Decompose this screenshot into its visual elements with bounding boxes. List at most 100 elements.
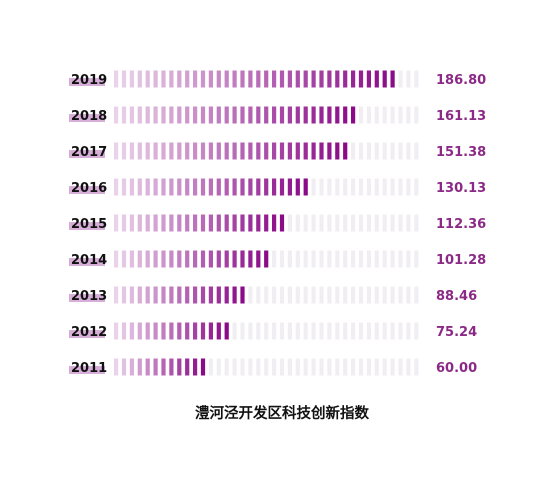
bar-segment bbox=[279, 106, 285, 124]
track-segment bbox=[287, 286, 292, 304]
track-segment bbox=[414, 178, 419, 196]
bar-segment bbox=[232, 178, 237, 196]
bar-segment bbox=[153, 142, 158, 160]
track-segment bbox=[256, 286, 261, 304]
bar-segment bbox=[216, 250, 221, 268]
track-segment bbox=[279, 250, 285, 268]
bar-segment bbox=[248, 142, 253, 160]
bar-segment bbox=[185, 322, 190, 340]
bar-segment bbox=[177, 70, 182, 88]
bar-segment bbox=[185, 214, 190, 232]
bar-segment bbox=[129, 106, 134, 124]
bar-segment bbox=[137, 70, 142, 88]
bar-segment bbox=[114, 322, 119, 340]
track-segment bbox=[390, 250, 395, 268]
bar-segment bbox=[114, 106, 119, 124]
track-segment bbox=[366, 214, 371, 232]
bar-segment bbox=[303, 178, 308, 196]
track-segment bbox=[264, 358, 269, 376]
bar-segment bbox=[224, 214, 229, 232]
bar-segment bbox=[256, 70, 261, 88]
track-segment bbox=[374, 178, 379, 196]
bar-segment bbox=[177, 142, 182, 160]
track-segment bbox=[390, 106, 395, 124]
track-segment bbox=[287, 214, 292, 232]
bar-segment bbox=[216, 142, 221, 160]
track-segment bbox=[390, 322, 395, 340]
bar-segment bbox=[343, 106, 348, 124]
track-segment bbox=[414, 358, 419, 376]
bar-segment bbox=[240, 70, 245, 88]
value-label: 112.36 bbox=[436, 217, 486, 232]
track-segment bbox=[208, 358, 213, 376]
track-segment bbox=[414, 142, 419, 160]
bar-segment bbox=[264, 214, 269, 232]
bar-segment bbox=[272, 142, 277, 160]
bar-segment bbox=[129, 322, 134, 340]
bar-segment bbox=[169, 250, 174, 268]
bar-segment bbox=[240, 178, 245, 196]
bar-segment bbox=[200, 322, 206, 340]
track-segment bbox=[406, 178, 411, 196]
track-segment bbox=[390, 286, 395, 304]
track-segment bbox=[327, 250, 332, 268]
track-segment bbox=[406, 286, 411, 304]
track-segment bbox=[382, 214, 387, 232]
track-segment bbox=[414, 322, 419, 340]
track-segment bbox=[406, 214, 411, 232]
bar-segment bbox=[240, 214, 245, 232]
track-segment bbox=[390, 214, 395, 232]
bar-segment bbox=[177, 106, 182, 124]
bar-segment bbox=[185, 106, 190, 124]
bar-segment bbox=[264, 142, 269, 160]
bar-segment bbox=[169, 358, 174, 376]
bar-segment bbox=[358, 70, 364, 88]
bar-segment bbox=[185, 142, 190, 160]
bar-segment bbox=[335, 70, 340, 88]
track-segment bbox=[311, 214, 316, 232]
track-segment bbox=[358, 106, 364, 124]
bar-segment bbox=[216, 70, 221, 88]
bar-segment bbox=[121, 178, 127, 196]
bar-segment bbox=[193, 286, 198, 304]
track-segment bbox=[398, 322, 403, 340]
bar-segment bbox=[129, 142, 134, 160]
track-segment bbox=[303, 250, 308, 268]
track-segment bbox=[248, 358, 253, 376]
bar-segment bbox=[311, 106, 316, 124]
year-label: 2017 bbox=[71, 145, 107, 160]
track-segment bbox=[319, 250, 324, 268]
bar-segment bbox=[232, 286, 237, 304]
bar-segment bbox=[129, 358, 134, 376]
bar-segment bbox=[121, 106, 127, 124]
bar-segment bbox=[200, 70, 206, 88]
bar-segment bbox=[145, 358, 150, 376]
track-segment bbox=[335, 214, 340, 232]
year-label: 2015 bbox=[71, 217, 107, 232]
bar-segment bbox=[114, 250, 119, 268]
bar-segment bbox=[208, 70, 213, 88]
track-segment bbox=[398, 250, 403, 268]
track-segment bbox=[406, 322, 411, 340]
track-segment bbox=[303, 358, 308, 376]
bar-segment bbox=[224, 286, 229, 304]
bar-segment bbox=[161, 286, 166, 304]
year-label: 2011 bbox=[71, 361, 107, 376]
track-segment bbox=[382, 286, 387, 304]
track-segment bbox=[382, 250, 387, 268]
value-label: 130.13 bbox=[436, 181, 486, 196]
bar-segment bbox=[279, 178, 285, 196]
bar-segment bbox=[240, 142, 245, 160]
track-segment bbox=[319, 214, 324, 232]
bar-segment bbox=[256, 142, 261, 160]
bar-segment bbox=[232, 142, 237, 160]
bar-segment bbox=[264, 106, 269, 124]
year-label-highlight bbox=[69, 150, 105, 158]
bar-segment bbox=[153, 178, 158, 196]
bar-segment bbox=[216, 178, 221, 196]
bar-segment bbox=[279, 70, 285, 88]
track-segment bbox=[319, 286, 324, 304]
bar-segment bbox=[169, 70, 174, 88]
bar-segment bbox=[319, 106, 324, 124]
